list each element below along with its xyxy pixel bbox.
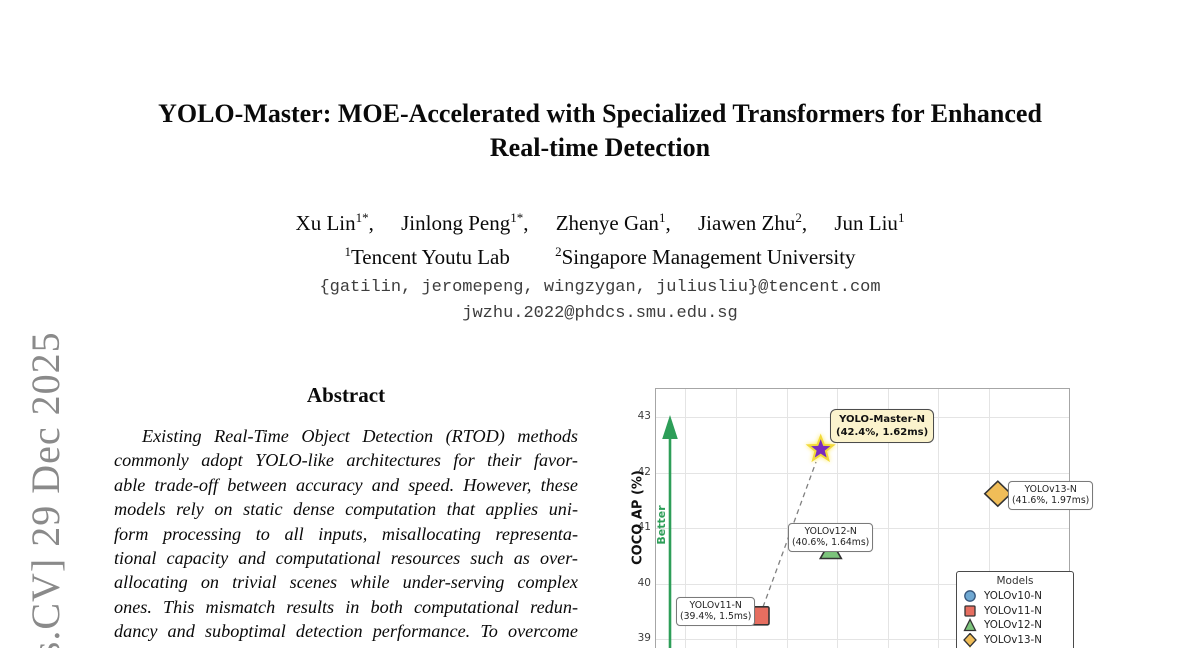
- author: Jinlong Peng1*,: [401, 210, 529, 235]
- affiliation: 1Tencent Youtu Lab: [344, 244, 510, 269]
- marker-yolov13-diamond: [983, 480, 1012, 508]
- abstract-line: models rely on static dense computation …: [114, 499, 578, 520]
- author: Zhenye Gan1,: [555, 210, 671, 235]
- abstract-body: Existing Real-Time Object Detection (RTO…: [114, 424, 578, 648]
- abstract-line: allocating on trivial scenes while under…: [114, 572, 578, 593]
- legend-triangle-icon: [963, 618, 977, 632]
- author-superscript: 1*: [510, 210, 524, 225]
- author: Jun Liu1: [834, 210, 905, 235]
- annotation-yolo-master: YOLO-Master-N (42.4%, 1.62ms): [830, 409, 935, 443]
- legend-label: YOLOv11-N: [984, 604, 1042, 617]
- gridline-h: [656, 639, 1069, 640]
- y-tick-43: 43: [637, 410, 651, 422]
- paper-title-line2: Real-time Detection: [489, 133, 711, 162]
- better-arrow-head: [662, 415, 678, 439]
- y-tick-42: 42: [637, 465, 651, 478]
- author-name: Jun Liu: [834, 211, 898, 235]
- marker-yolo-master-star: [805, 433, 836, 463]
- annotation-model-stats: (39.4%, 1.5ms): [680, 611, 752, 623]
- abstract-line: dancy and suboptimal detection performan…: [114, 621, 578, 642]
- author: Jiawen Zhu2,: [697, 210, 808, 235]
- annotation-yolov12: YOLOv12-N (40.6%, 1.64ms): [788, 523, 874, 552]
- annotation-model-stats: (40.6%, 1.64ms): [792, 537, 870, 549]
- author-superscript: 1: [658, 210, 666, 225]
- legend-row-yolov11: YOLOv11-N: [962, 604, 1068, 619]
- author: Xu Lin1*,: [295, 210, 374, 235]
- affiliation-name: Singapore Management University: [561, 245, 856, 269]
- legend-row-yolov10: YOLOv10-N: [962, 589, 1068, 604]
- legend-label: YOLOv13-N: [984, 633, 1042, 646]
- abstract-line: Existing Real-Time Object Detection (RTO…: [142, 426, 578, 446]
- annotation-model-name: YOLOv12-N: [804, 526, 857, 537]
- paper-title-line1: YOLO-Master: MOE-Accelerated with Specia…: [158, 99, 1042, 128]
- affiliation-list: 1Tencent Youtu Lab 2Singapore Management…: [0, 244, 1200, 270]
- benchmark-chart: 43 42 41 40 39 COCO AP (%) Better YOLO-M…: [630, 385, 1100, 648]
- chart-legend: Models YOLOv10-N YOLOv11-N YOLOv12-N YOL…: [956, 571, 1074, 648]
- legend-title: Models: [996, 575, 1034, 587]
- gridline-v: [887, 389, 889, 648]
- gridline-v: [736, 389, 737, 648]
- email-line-tencent: {gatilin, jeromepeng, wingzygan, juliusl…: [319, 278, 881, 297]
- affiliation: 2Singapore Management University: [555, 244, 856, 269]
- gridline-h: [656, 583, 1069, 585]
- connector-dashed-line: [762, 461, 817, 608]
- legend-row-yolov12: YOLOv12-N: [962, 618, 1068, 633]
- gridline-h: [656, 472, 1069, 474]
- legend-square-icon: [964, 605, 976, 617]
- gridline-v: [989, 389, 990, 648]
- gridline-v: [786, 389, 788, 648]
- annotation-yolov13: YOLOv13-N (41.6%, 1.97ms): [1008, 481, 1094, 510]
- legend-diamond-icon: [963, 632, 977, 647]
- author-name: Zhenye Gan: [555, 211, 659, 235]
- paper-title: YOLO-Master: MOE-Accelerated with Specia…: [0, 97, 1200, 165]
- legend-row-yolov13: YOLOv13-N: [962, 632, 1068, 648]
- affiliation-superscript: 2: [555, 244, 562, 259]
- gridline-v: [837, 389, 839, 648]
- abstract-line: tional capacity and computational resour…: [114, 548, 578, 569]
- y-tick-39: 39: [637, 632, 651, 644]
- affiliation-name: Tencent Youtu Lab: [350, 245, 510, 269]
- author-superscript: 1*: [355, 210, 369, 225]
- author-list: Xu Lin1*, Jinlong Peng1*, Zhenye Gan1, J…: [0, 210, 1200, 236]
- author-separator: ,: [368, 211, 374, 235]
- annotation-yolov11: YOLOv11-N (39.4%, 1.5ms): [676, 597, 756, 626]
- annotation-model-stats: (42.4%, 1.62ms): [836, 427, 929, 438]
- y-tick-41: 41: [637, 521, 651, 533]
- affiliation-superscript: 1: [344, 244, 351, 259]
- annotation-model-name: YOLOv13-N: [1024, 484, 1077, 495]
- author-separator: ,: [665, 211, 671, 235]
- annotation-model-stats: (41.6%, 1.97ms): [1012, 495, 1090, 507]
- y-tick-40: 40: [637, 576, 651, 589]
- abstract-line: form processing to all inputs, misalloca…: [114, 523, 578, 544]
- abstract-line: ones. This mismatch results in both comp…: [114, 596, 578, 617]
- author-separator: ,: [523, 211, 529, 235]
- gridline-v: [685, 389, 687, 648]
- author-name: Jiawen Zhu: [697, 211, 796, 235]
- author-superscript: 1: [897, 210, 905, 225]
- arxiv-banner: cs.CV] 29 Dec 2025: [23, 331, 68, 648]
- author-separator: ,: [801, 211, 808, 235]
- author-name: Xu Lin: [295, 211, 356, 235]
- abstract-line: able trade-off between accuracy and spee…: [114, 474, 578, 495]
- gridline-v: [938, 389, 940, 648]
- abstract-line: commonly adopt YOLO-like architectures f…: [114, 450, 578, 471]
- author-name: Jinlong Peng: [401, 211, 511, 235]
- annotation-model-name: YOLO-Master-N: [839, 414, 926, 425]
- legend-label: YOLOv12-N: [984, 619, 1042, 632]
- email-line-smu: jwzhu.2022@phdcs.smu.edu.sg: [462, 304, 738, 323]
- legend-circle-icon: [964, 590, 976, 603]
- legend-label: YOLOv10-N: [984, 590, 1042, 603]
- abstract-heading: Abstract: [306, 383, 386, 407]
- author-superscript: 2: [795, 210, 802, 225]
- annotation-model-name: YOLOv11-N: [689, 600, 742, 611]
- abstract-line-clipped: this limitation, we propose YOLO-Master,…: [114, 644, 578, 648]
